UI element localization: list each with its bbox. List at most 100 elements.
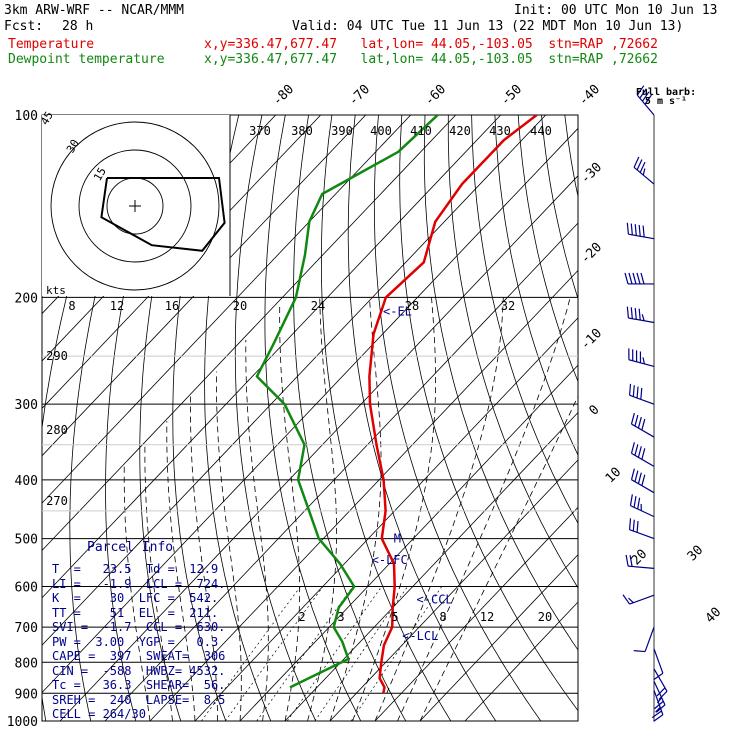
barb-flag [651, 710, 662, 719]
hodograph-ring-45 [50, 121, 220, 291]
barb-flag [634, 224, 637, 236]
pressure-label-100: 100 [15, 109, 38, 124]
barb-staff [653, 648, 664, 674]
dry-adiabat [635, 115, 740, 721]
pressure-label-900: 900 [15, 687, 38, 702]
isotherm-label--40: -40 [576, 82, 603, 109]
barb-flag [634, 470, 639, 482]
barb-flag [641, 314, 645, 321]
isobars [41, 114, 579, 722]
wind-barb [630, 442, 655, 467]
barb-flag [641, 418, 646, 431]
theta-label-410: 410 [410, 124, 432, 138]
parcel-info-line: CIN = -588 HWBZ= 4532. [52, 663, 226, 678]
hodograph-axis-16: 16 [165, 299, 179, 313]
barb-flag [633, 495, 637, 508]
pressure-label-1000: 1000 [7, 715, 38, 730]
barb-flag [636, 85, 645, 96]
isotherm-line [104, 222, 578, 721]
barb-flag [639, 161, 646, 173]
isotherm-line [194, 317, 578, 721]
barb-staff [631, 452, 655, 467]
pressure-label-600: 600 [15, 581, 38, 596]
isotherm-line [374, 506, 578, 721]
theta-label-400: 400 [370, 124, 392, 138]
lcl-marker: <-LCL [402, 629, 438, 643]
barb-flag [639, 88, 647, 99]
isotherm-line [42, 115, 501, 599]
barb-flag [630, 223, 633, 235]
theta-label-440: 440 [530, 124, 552, 138]
barb-flag [632, 385, 635, 397]
isotherm-label-40: 40 [703, 605, 725, 627]
hodograph-kts-label: kts [46, 284, 66, 297]
pressure-label-400: 400 [15, 474, 38, 489]
barb-legend-unit: 5 m s⁻¹ [645, 96, 687, 107]
theta-label-380: 380 [291, 124, 313, 138]
hodograph-trace [100, 177, 226, 252]
wind-barb [629, 494, 655, 518]
barb-staff [653, 690, 664, 715]
isotherm-label--50: -50 [498, 82, 525, 109]
isotherm-line [59, 175, 578, 721]
moist-adiabat [329, 297, 382, 721]
plot-frame [41, 114, 579, 722]
hodograph-axis-8: 8 [68, 299, 75, 313]
dry-adiabat [494, 115, 578, 457]
wind-barb [622, 594, 655, 605]
wind-barb [630, 412, 655, 438]
barb-flag [629, 494, 633, 506]
m-marker: M [394, 532, 401, 546]
barb-staff [629, 394, 655, 405]
wind-barb [628, 383, 655, 405]
theta-left-label-280: 280 [46, 423, 68, 437]
pressure-label-300: 300 [15, 398, 38, 413]
wind-barb [633, 626, 655, 653]
ccl-marker: <-CCL [417, 592, 453, 606]
moist-adiabat [419, 395, 578, 721]
barb-staff [631, 423, 655, 438]
dry-adiabat [658, 115, 740, 721]
parcel-info-line: K = 30 LFC = 542. [52, 591, 219, 605]
barb-staff [628, 317, 655, 324]
dry-adiabat [588, 115, 740, 721]
dry-adiabat [373, 115, 542, 721]
barb-flag [630, 442, 635, 454]
wind-barb [624, 272, 654, 285]
pressure-label-200: 200 [15, 291, 38, 306]
isotherm-label--60: -60 [422, 82, 449, 109]
barb-staff [633, 166, 655, 185]
parcel-info-line: Tc = 36.3 SHEAR= 56. [52, 678, 226, 692]
barb-flag [633, 156, 640, 168]
barb-flag [630, 307, 633, 319]
wind-barb [630, 468, 655, 494]
barb-flag [633, 650, 646, 653]
mixing-ratio-label-8: 8 [439, 610, 446, 624]
barb-flag [658, 690, 668, 700]
theta-label-370: 370 [249, 124, 271, 138]
isotherm-line [419, 554, 578, 721]
hodograph-speed-15: 15 [91, 165, 109, 183]
barb-flag [637, 472, 642, 484]
barb-staff [644, 626, 655, 652]
dry-adiabat [234, 115, 317, 721]
parcel-info-title: Parcel Info [87, 540, 174, 555]
barb-flag [636, 159, 643, 171]
barb-flag [638, 308, 641, 321]
mixing-ratio-label-5: 5 [391, 610, 398, 624]
barb-flag [642, 225, 645, 238]
isotherm-label--80: -80 [270, 82, 297, 109]
mixing-ratio-label-3: 3 [337, 610, 344, 624]
theta-label-420: 420 [449, 124, 471, 138]
valid-time: Valid: 04 UTC Tue 11 Jun 13 (22 MDT Mon … [292, 19, 684, 34]
moist-adiabat [374, 297, 504, 721]
dewpoint-profile [255, 115, 439, 689]
barb-flag [628, 597, 634, 604]
barb-flag [642, 168, 646, 176]
dry-adiabat [611, 115, 740, 721]
barb-staff [653, 668, 668, 692]
hodograph-ring-30 [78, 149, 192, 263]
temperature-profile [368, 115, 538, 694]
forecast-label: Fcst: [4, 19, 44, 34]
barb-flag [630, 412, 635, 425]
